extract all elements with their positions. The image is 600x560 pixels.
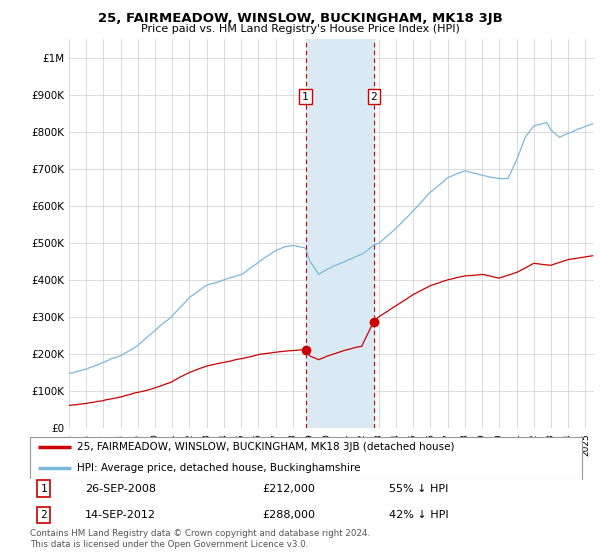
Text: 1: 1 — [302, 92, 309, 102]
Text: 25, FAIRMEADOW, WINSLOW, BUCKINGHAM, MK18 3JB: 25, FAIRMEADOW, WINSLOW, BUCKINGHAM, MK1… — [98, 12, 502, 25]
Text: Contains HM Land Registry data © Crown copyright and database right 2024.
This d: Contains HM Land Registry data © Crown c… — [30, 529, 370, 549]
Text: HPI: Average price, detached house, Buckinghamshire: HPI: Average price, detached house, Buck… — [77, 463, 361, 473]
Text: 55% ↓ HPI: 55% ↓ HPI — [389, 483, 448, 493]
Text: 2: 2 — [40, 510, 47, 520]
Bar — [305, 39, 374, 428]
Text: 1: 1 — [40, 483, 47, 493]
Text: 14-SEP-2012: 14-SEP-2012 — [85, 510, 156, 520]
Text: 25, FAIRMEADOW, WINSLOW, BUCKINGHAM, MK18 3JB (detached house): 25, FAIRMEADOW, WINSLOW, BUCKINGHAM, MK1… — [77, 442, 454, 452]
Text: Price paid vs. HM Land Registry's House Price Index (HPI): Price paid vs. HM Land Registry's House … — [140, 24, 460, 34]
Text: £212,000: £212,000 — [262, 483, 315, 493]
Text: 26-SEP-2008: 26-SEP-2008 — [85, 483, 156, 493]
Text: 42% ↓ HPI: 42% ↓ HPI — [389, 510, 448, 520]
Text: 2: 2 — [370, 92, 377, 102]
Text: £288,000: £288,000 — [262, 510, 315, 520]
